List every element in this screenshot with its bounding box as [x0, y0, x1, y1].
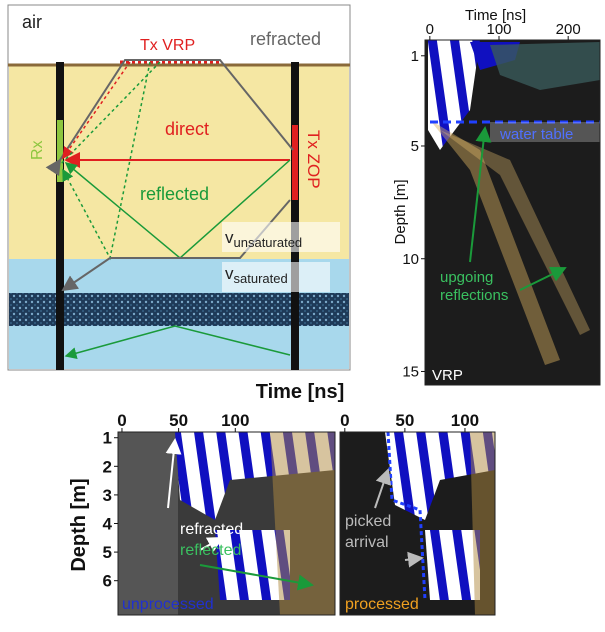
figure: air Tx VRP refracted direct Rx Tx ZOP re…: [0, 0, 605, 632]
x-axis-label: Time [ns]: [256, 381, 345, 403]
y-tick-label: 3: [103, 486, 112, 505]
label-direct: direct: [165, 119, 209, 139]
label-processed: processed: [345, 596, 419, 613]
y-tick-label: 2: [103, 457, 112, 476]
x-tick-label: 200: [556, 21, 581, 38]
y-tick-label: 6: [103, 572, 112, 591]
label-tx-vrp: Tx VRP: [140, 37, 195, 54]
x-tick-label: 100: [486, 21, 511, 38]
label-water-table: water table: [499, 126, 573, 143]
label-unprocessed: unprocessed: [122, 596, 214, 613]
x-tick-label: 50: [169, 411, 188, 430]
subscript: saturated: [234, 271, 288, 286]
x-tick-label: 0: [117, 411, 126, 430]
x-tick-label: 0: [340, 411, 349, 430]
page: air Tx VRP refracted direct Rx Tx ZOP re…: [0, 0, 605, 632]
y-axis-label: Depth [m]: [68, 478, 90, 571]
x-tick-label: 50: [395, 411, 414, 430]
label-reflections: reflections: [440, 287, 508, 304]
label-refracted: refracted: [180, 521, 243, 538]
label-vrp: VRP: [432, 367, 463, 384]
y-tick-label: 10: [402, 251, 419, 268]
label-air: air: [22, 12, 42, 32]
label-picked: picked: [345, 513, 391, 530]
x-tick-label: 100: [451, 411, 479, 430]
y-axis-label: Depth [m]: [392, 179, 409, 244]
subscript: unsaturated: [234, 235, 303, 250]
label-refracted: refracted: [250, 29, 321, 49]
x-tick-label: 100: [221, 411, 249, 430]
label-arrival: arrival: [345, 534, 389, 551]
vrp-image: [425, 40, 600, 385]
y-tick-label: 15: [402, 364, 419, 381]
x-tick-label: 0: [426, 21, 434, 38]
y-tick-label: 1: [411, 48, 419, 65]
y-tick-label: 5: [411, 138, 419, 155]
y-tick-label: 5: [103, 543, 112, 562]
schematic: air Tx VRP refracted direct Rx Tx ZOP re…: [8, 5, 350, 370]
y-tick-label: 1: [103, 429, 112, 448]
label-reflected: reflected: [140, 184, 209, 204]
label-rx: Rx: [29, 140, 46, 160]
label-reflected: reflected: [180, 542, 241, 559]
y-tick-label: 4: [103, 514, 113, 533]
label-upgoing: upgoing: [440, 269, 493, 286]
label-tx-zop: Tx ZOP: [304, 130, 323, 189]
